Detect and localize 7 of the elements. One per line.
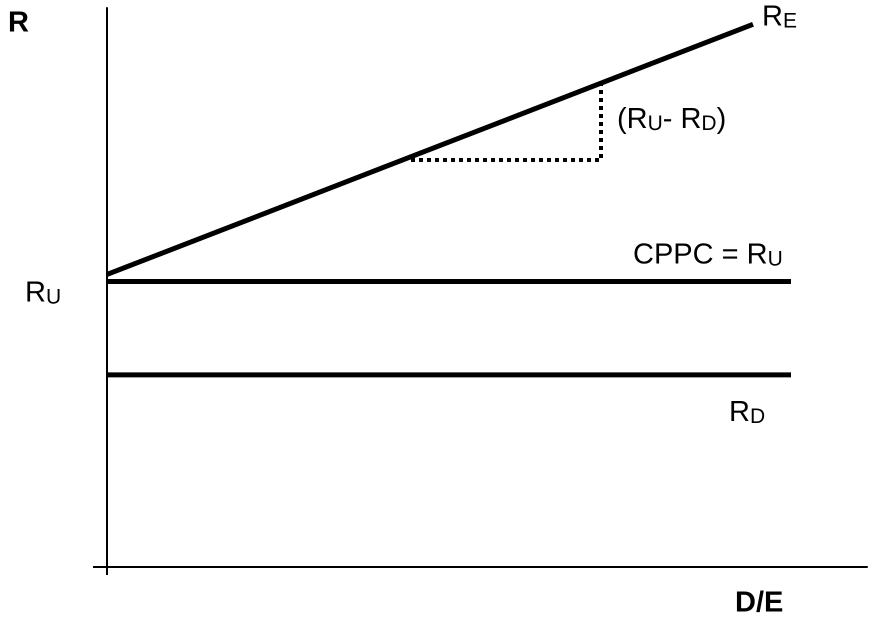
series-label: RD (729, 396, 766, 428)
text: RU (25, 276, 62, 309)
annotation: (RU- RD) (617, 102, 726, 135)
x-axis-title: D/E (735, 586, 784, 618)
series-label: RE (762, 0, 797, 32)
series-label: CPPC = RU (633, 238, 783, 271)
y-axis-title: R (8, 6, 29, 38)
